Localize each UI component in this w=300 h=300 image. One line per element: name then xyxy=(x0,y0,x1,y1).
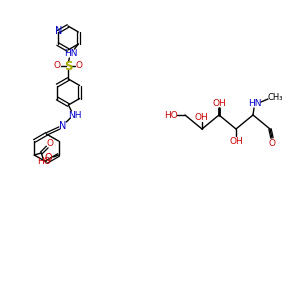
Text: O: O xyxy=(45,153,52,163)
Text: NH: NH xyxy=(68,110,81,119)
Text: N: N xyxy=(56,26,63,37)
Text: OH: OH xyxy=(212,98,226,107)
Text: O: O xyxy=(47,140,54,148)
Text: HN: HN xyxy=(248,98,262,107)
Text: OH: OH xyxy=(229,136,243,146)
Text: O: O xyxy=(268,139,275,148)
Text: HO: HO xyxy=(164,110,178,119)
Text: HO: HO xyxy=(38,157,51,166)
Text: N: N xyxy=(59,121,66,131)
Text: O: O xyxy=(54,61,61,70)
Text: S: S xyxy=(64,59,73,73)
Text: OH: OH xyxy=(194,112,208,122)
Text: CH₃: CH₃ xyxy=(267,94,283,103)
Text: O: O xyxy=(76,61,83,70)
Text: HN: HN xyxy=(64,50,77,58)
